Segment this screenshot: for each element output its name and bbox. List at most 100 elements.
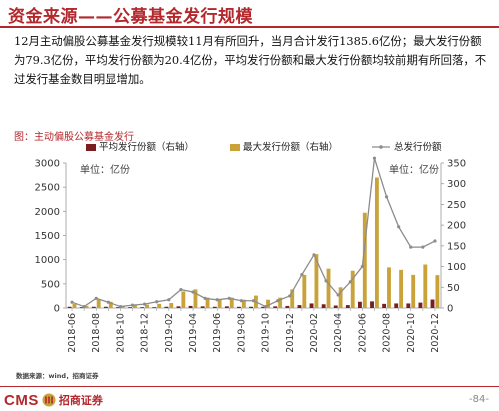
avg-issuance-bar — [418, 302, 423, 308]
chart-caption: 图：主动偏股公募基金发行 — [14, 132, 134, 143]
avg-issuance-bar — [261, 306, 266, 308]
max-issuance-bar — [157, 303, 162, 308]
total-issuance-point — [360, 264, 364, 269]
total-issuance-point — [251, 299, 256, 303]
legend-total-marker — [379, 145, 383, 149]
logo-mark-icon — [42, 393, 56, 407]
x-tick-label: 2019-08 — [236, 313, 247, 353]
x-tick-label: 2020-06 — [357, 313, 368, 353]
max-issuance-bar — [350, 270, 355, 308]
page-number: -84- — [469, 394, 489, 405]
total-issuance-point — [82, 304, 86, 309]
y-right-tick-label: 200 — [447, 221, 466, 232]
total-issuance-point — [397, 225, 401, 229]
total-issuance-point — [263, 304, 268, 309]
x-tick-label: 2020-12 — [430, 313, 441, 353]
total-issuance-point — [324, 279, 328, 283]
total-issuance-point — [372, 156, 377, 160]
y-left-tick-label: 500 — [41, 279, 60, 290]
avg-issuance-bar — [116, 307, 120, 308]
total-issuance-point — [118, 304, 123, 309]
max-issuance-bar — [241, 299, 246, 308]
max-issuance-bar — [290, 289, 295, 308]
total-issuance-point — [384, 195, 389, 199]
y-right-tick-label: 100 — [447, 262, 466, 273]
avg-issuance-bar — [212, 306, 217, 308]
y-right-tick-label: 250 — [447, 200, 466, 211]
x-tick-label: 2019-10 — [261, 313, 272, 353]
legend-avg-label: 平均发行份额（右轴） — [99, 141, 194, 153]
fund-issuance-chart: 0 500 1000 1500 2000 2500 3000 0 50 100 150 200 250 3… — [35, 141, 467, 353]
avg-issuance-bar — [91, 306, 96, 308]
avg-issuance-bar — [333, 305, 338, 308]
max-issuance-bar — [411, 274, 416, 308]
max-issuance-bar — [387, 267, 391, 308]
total-issuance-point — [94, 296, 98, 300]
x-tick-label: 2020-02 — [309, 313, 320, 353]
y-left-tick-label: 1500 — [35, 231, 60, 242]
max-issuance-bar — [423, 264, 428, 308]
avg-issuance-bar — [188, 305, 193, 308]
max-issuance-bar — [338, 287, 343, 308]
y-left-tick-label: 0 — [54, 304, 60, 315]
max-issuance-bar — [435, 275, 440, 308]
total-issuance-point — [167, 298, 171, 302]
x-tick-label: 2019-02 — [164, 313, 175, 353]
total-issuance-point — [239, 299, 244, 303]
max-issuance-bar — [374, 177, 379, 308]
total-issuance-point — [203, 296, 207, 300]
avg-issuance-bar — [164, 306, 169, 308]
avg-issuance-bar — [128, 307, 133, 308]
max-issuance-bar — [96, 299, 101, 308]
total-issuance-line — [71, 157, 436, 308]
max-issuance-bar — [278, 297, 283, 308]
slide-title: 资金来源——公募基金发行规模 — [8, 7, 253, 27]
x-tick-label: 2018-12 — [140, 313, 151, 353]
max-issuance-bar — [399, 269, 404, 308]
total-issuance-point — [300, 273, 304, 277]
total-issuance-point — [227, 296, 231, 300]
total-issuance-point — [336, 293, 340, 297]
y-left-tick-label: 1000 — [35, 255, 60, 266]
total-issuance-point — [348, 280, 352, 284]
logo-text: CMS — [4, 391, 39, 409]
max-issuance-bar — [217, 299, 222, 308]
avg-issuance-bar — [430, 299, 435, 308]
avg-issuance-bar — [103, 306, 108, 308]
max-issuance-bar — [326, 268, 331, 308]
company-logo: CMS 招商证券 — [4, 391, 103, 409]
x-tick-label: 2019-04 — [188, 313, 199, 353]
x-tick-label: 2019-06 — [212, 313, 223, 353]
data-source-note: 数据来源：wind，招商证券 — [16, 372, 99, 380]
avg-issuance-bar — [140, 307, 145, 308]
max-issuance-bar — [133, 304, 137, 308]
x-tick-label: 2020-10 — [406, 313, 417, 353]
x-tick-label: 2018-06 — [67, 313, 78, 353]
legend-max-swatch — [230, 144, 240, 151]
total-issuance-point — [433, 239, 437, 243]
avg-issuance-bar — [224, 306, 229, 308]
y-right-tick-label: 300 — [447, 179, 466, 190]
avg-issuance-bar — [285, 305, 290, 308]
left-unit-label: 单位：亿份 — [80, 163, 130, 176]
total-issuance-point — [130, 303, 135, 307]
footer-divider — [0, 386, 499, 387]
avg-issuance-bar — [79, 307, 84, 308]
x-tick-label: 2020-08 — [382, 313, 393, 353]
avg-issuance-bar — [249, 306, 253, 308]
total-issuance-point — [312, 253, 316, 257]
max-issuance-bar — [302, 274, 307, 308]
avg-issuance-bar — [345, 305, 350, 308]
y-right-tick-label: 350 — [447, 159, 466, 170]
y-right-tick-label: 150 — [447, 241, 466, 252]
summary-paragraph: 12月主动偏股公募基金发行规模较11月有所回升，当月合计发行1385.6亿份；最… — [14, 34, 487, 86]
x-tick-label: 2020-04 — [333, 313, 344, 353]
max-issuance-bar — [181, 291, 186, 308]
company-name: 招商证券 — [58, 394, 103, 407]
total-issuance-point — [288, 294, 292, 298]
max-issuance-bar — [169, 303, 174, 308]
max-issuance-bar — [84, 305, 89, 308]
max-issuance-bar — [193, 289, 198, 308]
total-issuance-point — [421, 245, 425, 249]
avg-issuance-bar — [370, 301, 374, 308]
